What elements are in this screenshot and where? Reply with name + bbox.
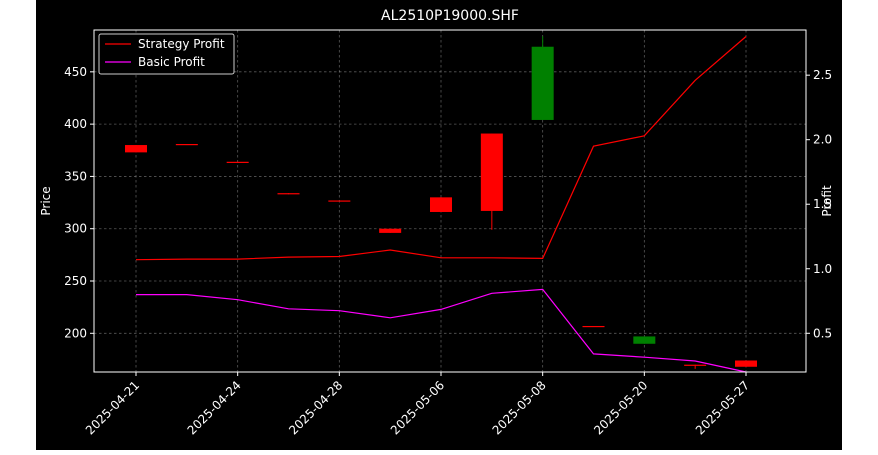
x-tick-label-4: 2025-05-08 <box>490 378 549 437</box>
legend: Strategy Profit Basic Profit <box>98 33 235 75</box>
candle-body-7 <box>480 133 503 211</box>
y-tick-right-label-1: 1.0 <box>813 262 832 276</box>
candlesticks <box>125 36 757 369</box>
x-tick-label-2: 2025-04-28 <box>286 378 345 437</box>
x-tick-label-6: 2025-05-27 <box>693 378 752 437</box>
series-line-1 <box>136 288 747 373</box>
candle-body-10 <box>633 336 656 344</box>
chart-svg: AL2510P19000.SHF 200 250 300 350 400 450 0.5 1… <box>39 8 834 437</box>
y-tick-right-label-4: 2.5 <box>813 68 832 82</box>
y-tick-left-label-0: 200 <box>64 326 87 340</box>
y-axis-right: 0.5 1.0 1.5 2.0 2.5 <box>806 68 832 340</box>
y-tick-left-label-3: 350 <box>64 169 87 183</box>
plot-frame <box>93 29 807 373</box>
y-tick-right-label-2: 1.5 <box>813 197 832 211</box>
x-tick-label-1: 2025-04-24 <box>185 378 244 437</box>
candle-body-9 <box>582 325 605 328</box>
chart-figure: AL2510P19000.SHF 200 250 300 350 400 450 0.5 1… <box>36 0 842 450</box>
y-tick-left-label-2: 300 <box>64 222 87 236</box>
legend-box <box>98 33 235 75</box>
chart-title: AL2510P19000.SHF <box>381 8 519 24</box>
candle-body-11 <box>684 364 707 366</box>
x-tick-label-3: 2025-05-06 <box>388 378 447 437</box>
candle-body-1 <box>175 144 198 146</box>
y-tick-left-label-1: 250 <box>64 274 87 288</box>
y-axis-label-right: Profit <box>820 185 834 217</box>
x-tick-label-0: 2025-04-21 <box>83 378 142 437</box>
candle-body-3 <box>277 193 300 195</box>
y-tick-right-label-0: 0.5 <box>813 326 832 340</box>
legend-label-basic: Basic Profit <box>138 55 205 69</box>
y-axis-label-left: Price <box>39 186 53 215</box>
candle-body-0 <box>125 145 147 153</box>
profit-lines <box>135 36 747 373</box>
series-line-0 <box>135 36 747 261</box>
y-tick-left-label-5: 450 <box>64 65 87 79</box>
candle-body-2 <box>226 161 249 163</box>
y-tick-right-label-3: 2.0 <box>813 133 832 147</box>
candle-body-5 <box>379 228 402 233</box>
grid-lines <box>94 30 806 372</box>
legend-label-strategy: Strategy Profit <box>138 37 225 51</box>
x-axis: 2025-04-21 2025-04-24 2025-04-28 2025-05-06… <box>83 372 752 437</box>
candle-body-6 <box>430 197 452 212</box>
candle-body-8 <box>531 46 554 120</box>
x-tick-label-5: 2025-05-20 <box>591 378 650 437</box>
candle-body-4 <box>328 200 351 202</box>
candle-body-12 <box>735 360 757 367</box>
y-tick-left-label-4: 400 <box>64 117 87 131</box>
y-axis-left: 200 250 300 350 400 450 <box>64 65 94 340</box>
